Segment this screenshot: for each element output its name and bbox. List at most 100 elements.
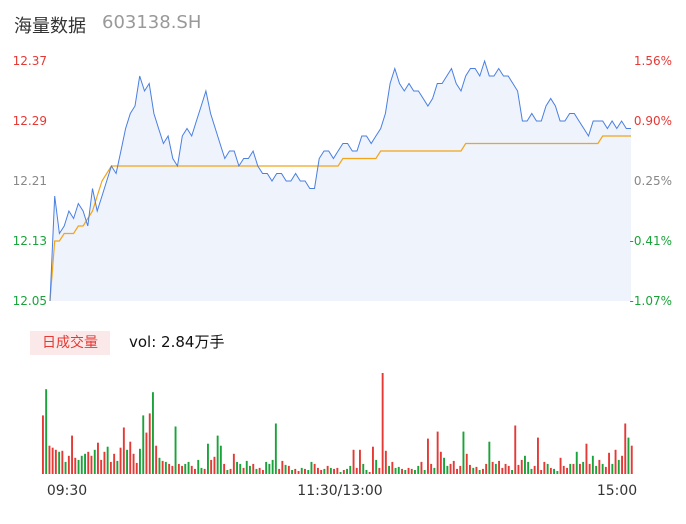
volume-bar xyxy=(249,465,251,474)
volume-bar xyxy=(213,456,216,474)
y-right-tick-label: -0.41% xyxy=(630,234,672,248)
volume-bar xyxy=(323,468,326,474)
volume-bar xyxy=(533,465,536,474)
volume-bar xyxy=(430,463,433,474)
volume-bar xyxy=(368,472,371,474)
volume-bar xyxy=(414,470,416,474)
volume-bar xyxy=(58,451,61,474)
volume-bar xyxy=(585,443,588,474)
volume-bar xyxy=(54,449,57,474)
volume-bar xyxy=(498,460,500,474)
volume-bar xyxy=(291,470,293,474)
volume-bar xyxy=(194,468,196,474)
volume-bar xyxy=(268,463,271,474)
volume-bar xyxy=(501,467,504,474)
volume-bar xyxy=(462,431,465,474)
volume-bar xyxy=(132,453,135,474)
volume-bar xyxy=(97,442,99,474)
volume-bar xyxy=(109,461,112,474)
volume-bar xyxy=(394,467,397,474)
volume-bar xyxy=(375,459,378,474)
volume-bar xyxy=(90,455,93,474)
volume-bar xyxy=(546,463,549,474)
volume-bar xyxy=(543,461,546,474)
volume-bar xyxy=(540,470,543,474)
volume-bar xyxy=(549,467,552,474)
volume-bar xyxy=(598,459,601,474)
volume-bar xyxy=(478,470,481,474)
volume-bar xyxy=(614,449,617,474)
y-axis-right: 1.56% 0.90% 0.25% -0.41% -1.07% xyxy=(630,54,672,308)
volume-bar xyxy=(93,449,96,474)
volume-bar xyxy=(329,467,332,474)
volume-bar xyxy=(171,465,174,474)
price-area xyxy=(50,61,631,301)
volume-bar xyxy=(71,435,73,474)
volume-bar xyxy=(630,445,633,474)
volume-bar xyxy=(242,467,245,474)
volume-bar xyxy=(106,446,109,474)
volume-bar xyxy=(239,463,242,474)
volume-bar xyxy=(80,455,83,474)
volume-bar xyxy=(177,463,180,474)
volume-bar xyxy=(569,463,572,474)
volume-bar xyxy=(608,452,610,474)
daily-volume-tab[interactable]: 日成交量 xyxy=(30,331,110,355)
volume-bar xyxy=(537,437,539,474)
volume-bar xyxy=(313,463,316,474)
volume-bar xyxy=(562,465,565,474)
volume-bar xyxy=(420,461,423,474)
volume-bar xyxy=(527,461,530,474)
volume-bar xyxy=(122,427,125,474)
volume-bar xyxy=(449,463,452,474)
volume-bar xyxy=(372,446,374,474)
volume-bar xyxy=(504,463,507,474)
volume-bar xyxy=(443,457,445,474)
volume-bar xyxy=(572,463,575,474)
volume-bar xyxy=(456,468,458,474)
volume-bar xyxy=(472,467,475,474)
y-tick-label: 12.13 xyxy=(13,234,47,248)
volume-bar xyxy=(265,461,268,474)
volume-bar xyxy=(339,472,342,474)
volume-bar xyxy=(333,468,335,474)
volume-bar xyxy=(627,437,630,474)
volume-bar xyxy=(436,431,439,474)
volume-bar xyxy=(511,470,513,474)
volume-bar xyxy=(229,468,232,474)
volume-prefix: vol: xyxy=(129,333,162,351)
volume-bar xyxy=(232,453,235,474)
volume-bar xyxy=(155,445,158,474)
y-right-tick-label: 0.90% xyxy=(634,114,672,128)
volume-bar xyxy=(152,392,154,474)
volume-bar xyxy=(67,455,70,474)
volume-bar xyxy=(190,465,193,474)
y-tick-label: 12.05 xyxy=(13,294,47,308)
volume-bar xyxy=(559,457,562,474)
volume-bar xyxy=(184,463,187,474)
volume-bar xyxy=(365,470,368,474)
volume-bar xyxy=(556,471,559,474)
volume-bar xyxy=(349,465,352,474)
volume-bar xyxy=(482,468,484,474)
volume-bar xyxy=(223,463,226,474)
volume-bar xyxy=(397,466,400,474)
volume-bar xyxy=(336,467,339,474)
volume-bar xyxy=(423,470,426,474)
volume-bar xyxy=(304,468,306,474)
volume-bar xyxy=(404,470,407,474)
volume-bar xyxy=(617,459,620,474)
y-tick-label: 12.21 xyxy=(13,174,47,188)
volume-bar xyxy=(310,461,313,474)
volume-bar xyxy=(255,468,258,474)
volume-bar xyxy=(624,423,627,474)
volume-bar xyxy=(164,461,167,474)
volume-bar xyxy=(459,465,462,474)
volume-bar xyxy=(485,463,488,474)
volume-bar xyxy=(181,465,183,474)
volume-bar xyxy=(297,471,300,474)
volume-bar xyxy=(427,438,429,474)
volume-bar xyxy=(77,459,80,474)
volume-bar xyxy=(236,461,238,474)
volume-bar xyxy=(346,468,348,474)
